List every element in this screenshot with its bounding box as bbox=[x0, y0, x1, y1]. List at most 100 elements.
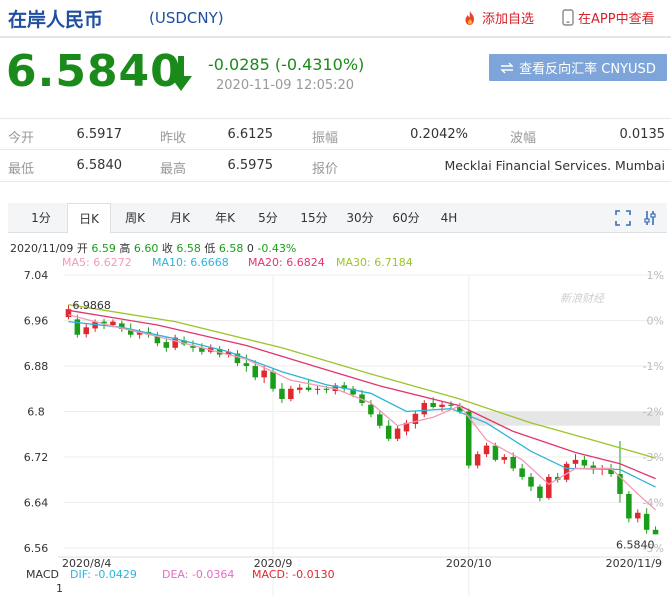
stat-value-low: 6.5840 bbox=[76, 158, 123, 173]
legend-ma20: MA20: 6.6824 bbox=[248, 256, 325, 269]
candle-body bbox=[510, 457, 516, 469]
candle-body bbox=[377, 414, 383, 426]
x-tick-label: 2020/11/9 bbox=[606, 557, 662, 570]
page-title: 在岸人民币 bbox=[8, 9, 104, 31]
stat-label-quote-source: 报价 bbox=[312, 162, 339, 177]
settings-icon[interactable] bbox=[644, 210, 656, 226]
page-header: 在岸人民币 (USDCNY) 添加自选 在APP中查看 bbox=[0, 0, 671, 36]
stat-label-amplitude: 振幅 bbox=[312, 131, 339, 146]
candle bbox=[394, 425, 401, 442]
candle bbox=[652, 526, 659, 535]
candle-body bbox=[590, 465, 597, 470]
tab-30min[interactable]: 30分 bbox=[346, 211, 374, 225]
candle-body bbox=[483, 445, 490, 455]
tab-15min[interactable]: 15分 bbox=[300, 211, 328, 225]
candle-body bbox=[154, 336, 161, 344]
stat-value-quote-source: Mecklai Financial Services. Mumbai bbox=[444, 158, 665, 173]
header-divider bbox=[0, 36, 671, 38]
info-open-label: 开 bbox=[76, 242, 88, 255]
y-tick-label: 6.88 bbox=[24, 360, 49, 373]
max-price-label: 6.9868 bbox=[72, 299, 111, 312]
range-highlight bbox=[465, 411, 660, 426]
candle bbox=[83, 323, 89, 338]
tab-weekly[interactable]: 周K bbox=[125, 211, 145, 225]
candle bbox=[546, 474, 552, 500]
candle bbox=[243, 354, 250, 372]
candle-body bbox=[101, 321, 107, 324]
candle bbox=[288, 385, 294, 402]
candle-body bbox=[519, 468, 525, 477]
candle bbox=[359, 389, 365, 406]
candle bbox=[296, 384, 303, 394]
candle-body bbox=[136, 331, 143, 335]
macd-axis-top: 1 bbox=[56, 582, 63, 595]
period-tabs: 1分 日K 周K 月K 年K 5分 15分 30分 60分 4H bbox=[8, 203, 667, 234]
candle bbox=[483, 442, 490, 457]
candle bbox=[74, 314, 81, 338]
candle-body bbox=[270, 371, 276, 389]
add-favorite-label: 添加自选 bbox=[482, 12, 535, 27]
stat-label-open: 今开 bbox=[8, 131, 35, 146]
candle bbox=[448, 401, 454, 409]
stat-label-high: 最高 bbox=[160, 162, 187, 177]
open-in-app-link[interactable]: 在APP中查看 bbox=[562, 8, 655, 27]
candle-body bbox=[635, 512, 641, 519]
candle bbox=[528, 472, 534, 492]
candle-body bbox=[243, 363, 250, 366]
stat-value-high: 6.5975 bbox=[227, 158, 274, 173]
candle-body bbox=[448, 404, 454, 406]
candle-body bbox=[74, 319, 81, 335]
candle-body bbox=[457, 405, 463, 412]
candle-body bbox=[234, 353, 241, 364]
ma20-line bbox=[68, 309, 656, 480]
reverse-rate-button[interactable]: 查看反向汇率 CNYUSD bbox=[489, 54, 667, 81]
candle bbox=[474, 451, 481, 469]
legend-ma10: MA10: 6.6668 bbox=[152, 256, 229, 269]
candle bbox=[270, 368, 276, 392]
fullscreen-icon[interactable] bbox=[615, 210, 631, 226]
candlestick-chart[interactable]: 7.04 1%6.96 0%6.88 -1%6.8 -2%6.72 -3%6.64 -4%6… bbox=[0, 266, 671, 596]
legend-ma30: MA30: 6.7184 bbox=[336, 256, 413, 269]
candle-body bbox=[279, 388, 285, 399]
quote-timestamp: 2020-11-09 12:05:20 bbox=[216, 78, 355, 93]
candle bbox=[403, 420, 410, 436]
add-favorite-button[interactable]: 添加自选 bbox=[462, 8, 534, 27]
candle bbox=[305, 380, 312, 392]
tab-yearly[interactable]: 年K bbox=[215, 211, 235, 225]
tab-5min[interactable]: 5分 bbox=[258, 211, 278, 225]
macd-title: MACD bbox=[26, 568, 59, 581]
tab-60min[interactable]: 60分 bbox=[392, 211, 420, 225]
candle-body bbox=[403, 422, 410, 432]
y-tick-label-pct: -2% bbox=[643, 406, 664, 419]
candle bbox=[261, 366, 267, 384]
candle-body bbox=[225, 351, 232, 355]
stats-table: 今开 6.5917 昨收 6.6125 振幅 0.2042% 波幅 0.0135… bbox=[0, 118, 671, 182]
candle-body bbox=[430, 402, 436, 407]
y-tick-label-pct: -5% bbox=[643, 542, 664, 555]
info-low: 6.58 bbox=[218, 242, 244, 255]
stats-row: 最低 6.5840 最高 6.5975 报价 Mecklai Financial… bbox=[0, 150, 671, 182]
candle bbox=[572, 454, 579, 469]
open-in-app-label: 在APP中查看 bbox=[578, 12, 655, 27]
candle-body bbox=[296, 387, 303, 390]
tab-1min[interactable]: 1分 bbox=[31, 211, 51, 225]
info-low-label: 低 bbox=[204, 242, 216, 255]
down-arrow-icon bbox=[170, 56, 192, 91]
stat-value-prev-close: 6.6125 bbox=[227, 127, 274, 142]
y-tick-label-pct: 1% bbox=[647, 269, 664, 282]
candle-body bbox=[546, 476, 552, 498]
x-tick-label: 2020/10 bbox=[446, 557, 492, 570]
candle bbox=[626, 491, 632, 523]
candle-body bbox=[110, 321, 116, 326]
macd-dif: DIF: -0.0429 bbox=[70, 568, 137, 581]
candle-body bbox=[359, 394, 365, 403]
candle-body bbox=[608, 468, 614, 475]
x-tick-label: 2020/9 bbox=[254, 557, 293, 570]
info-high-label: 高 bbox=[119, 242, 131, 255]
candle-body bbox=[83, 327, 89, 335]
candle-body bbox=[385, 425, 392, 439]
tab-daily[interactable]: 日K bbox=[67, 203, 111, 234]
tab-4h[interactable]: 4H bbox=[440, 211, 458, 225]
candle-body bbox=[474, 454, 481, 466]
tab-monthly[interactable]: 月K bbox=[170, 211, 190, 225]
